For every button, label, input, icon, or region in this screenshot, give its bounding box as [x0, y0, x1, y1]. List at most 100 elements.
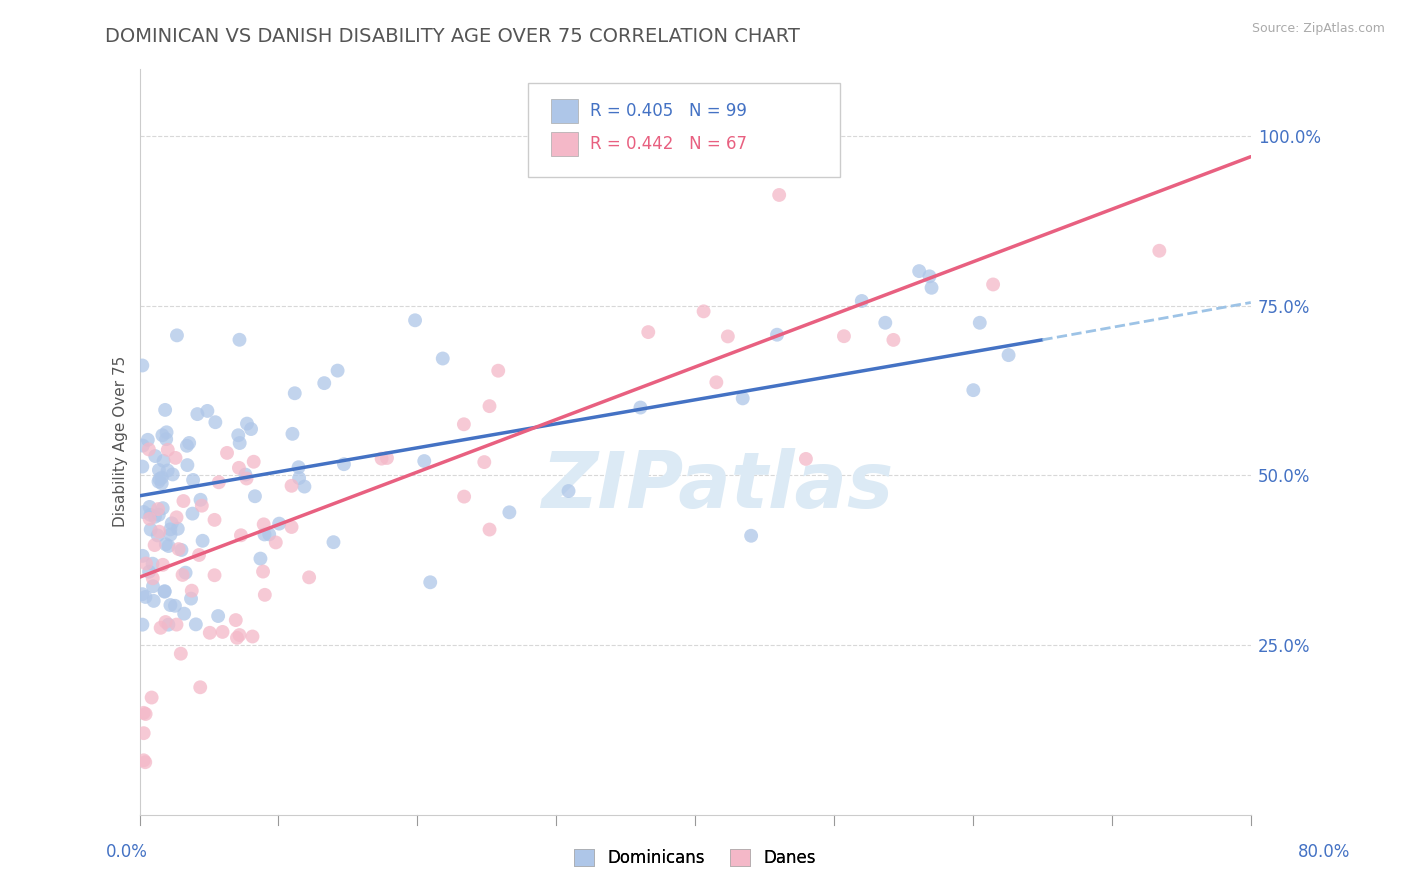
- Point: [142, 571, 165, 585]
- Point: [252, 565, 274, 579]
- Point: [204, 568, 226, 582]
- Point: [235, 471, 257, 485]
- Point: [226, 631, 249, 645]
- Point: [478, 523, 501, 537]
- Point: [432, 351, 454, 366]
- Point: [294, 479, 316, 493]
- Point: [153, 584, 176, 599]
- Point: [486, 364, 509, 378]
- Point: [253, 517, 276, 532]
- Point: [131, 549, 153, 563]
- Point: [176, 439, 198, 453]
- Point: [288, 471, 311, 485]
- Point: [240, 422, 263, 436]
- Point: [191, 499, 214, 513]
- Text: ZIPatlas: ZIPatlas: [541, 449, 893, 524]
- Point: [132, 505, 155, 519]
- Point: [138, 442, 160, 457]
- Point: [918, 269, 941, 284]
- Point: [962, 383, 984, 397]
- Point: [204, 415, 226, 429]
- Point: [139, 523, 162, 537]
- Point: [132, 439, 155, 453]
- Point: [180, 583, 202, 598]
- Point: [557, 483, 579, 498]
- Point: [135, 706, 157, 721]
- Point: [149, 621, 172, 635]
- Point: [717, 329, 740, 343]
- Point: [166, 617, 188, 632]
- Point: [184, 617, 207, 632]
- FancyBboxPatch shape: [551, 99, 578, 123]
- Point: [287, 460, 309, 475]
- Point: [157, 617, 180, 632]
- Point: [153, 584, 176, 599]
- Point: [174, 566, 197, 580]
- Point: [148, 472, 170, 486]
- Point: [139, 508, 162, 522]
- Point: [155, 615, 177, 629]
- Point: [176, 458, 198, 472]
- Point: [228, 333, 250, 347]
- Point: [152, 454, 174, 468]
- Point: [155, 425, 177, 440]
- Point: [191, 533, 214, 548]
- Point: [142, 594, 165, 608]
- Point: [413, 454, 436, 468]
- Point: [146, 502, 169, 516]
- Text: R = 0.405   N = 99: R = 0.405 N = 99: [589, 102, 747, 120]
- Point: [148, 475, 170, 489]
- Point: [170, 543, 193, 558]
- Point: [156, 442, 179, 457]
- Point: [269, 516, 291, 531]
- Point: [370, 451, 392, 466]
- Point: [131, 587, 153, 601]
- Point: [226, 428, 249, 442]
- Point: [908, 264, 931, 278]
- Point: [333, 457, 356, 471]
- Point: [143, 538, 166, 552]
- Point: [156, 464, 179, 478]
- Point: [162, 467, 184, 482]
- Point: [731, 392, 754, 406]
- Point: [208, 475, 231, 490]
- Point: [142, 557, 165, 571]
- Point: [236, 417, 259, 431]
- Point: [280, 479, 302, 493]
- Point: [419, 575, 441, 590]
- Point: [131, 359, 153, 373]
- Point: [150, 470, 173, 484]
- Point: [704, 376, 727, 390]
- Point: [253, 588, 276, 602]
- Point: [740, 529, 762, 543]
- Point: [981, 277, 1004, 292]
- Point: [132, 726, 155, 740]
- Point: [215, 446, 238, 460]
- Point: [159, 598, 181, 612]
- Point: [228, 460, 250, 475]
- Point: [135, 557, 157, 571]
- Y-axis label: Disability Age Over 75: Disability Age Over 75: [114, 356, 128, 527]
- Point: [134, 755, 156, 769]
- Point: [190, 492, 212, 507]
- Point: [630, 401, 652, 415]
- Point: [152, 428, 174, 442]
- Point: [157, 539, 180, 553]
- FancyBboxPatch shape: [529, 84, 839, 177]
- Point: [179, 436, 201, 450]
- Point: [132, 706, 155, 720]
- Point: [142, 579, 165, 593]
- Point: [173, 607, 195, 621]
- Point: [453, 417, 475, 432]
- Point: [181, 473, 204, 487]
- Point: [132, 753, 155, 767]
- Point: [152, 501, 174, 516]
- Point: [284, 386, 307, 401]
- Text: 0.0%: 0.0%: [105, 843, 148, 861]
- Point: [257, 527, 280, 541]
- Point: [155, 432, 177, 446]
- Point: [882, 333, 904, 347]
- Point: [766, 327, 789, 342]
- Text: Source: ZipAtlas.com: Source: ZipAtlas.com: [1251, 22, 1385, 36]
- Point: [148, 524, 170, 539]
